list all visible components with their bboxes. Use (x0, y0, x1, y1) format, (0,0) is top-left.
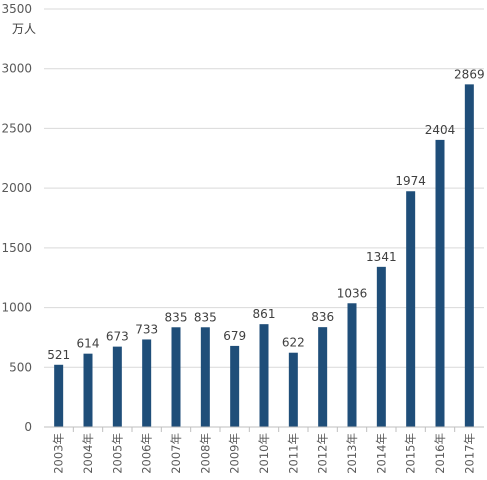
gridlines (44, 8, 484, 368)
bar (347, 303, 357, 427)
x-tick-label: 2014年 (374, 433, 388, 474)
x-tick-label: 2010年 (257, 433, 271, 474)
bar (318, 327, 328, 427)
bar (435, 139, 445, 427)
x-tick-label: 2013年 (345, 433, 359, 474)
data-label: 521 (47, 348, 70, 362)
data-label: 1036 (337, 286, 368, 300)
x-tick-label: 2004年 (81, 433, 95, 474)
y-tick-label: 3500 (1, 2, 32, 16)
y-tick-label: 2500 (1, 121, 32, 135)
bar (288, 352, 298, 427)
y-axis-ticks: 0 500 1000 1500 2000 2500 3000 3500 (1, 2, 32, 434)
y-tick-label: 2000 (1, 181, 32, 195)
y-tick-label: 1500 (1, 241, 32, 255)
data-label: 2869 (454, 67, 485, 81)
data-label: 679 (223, 329, 246, 343)
x-tick-label: 2011年 (286, 433, 300, 474)
x-axis-ticks: 2003年 2004年 2005年 2006年 2007年 2008年 2009年 2010年… (52, 427, 476, 474)
y-tick-label: 0 (24, 420, 32, 434)
bar (406, 191, 416, 427)
data-label: 836 (311, 310, 334, 324)
bar (171, 327, 181, 427)
x-tick-label: 2005年 (110, 433, 124, 474)
data-label: 733 (135, 322, 158, 336)
bars (54, 84, 474, 427)
data-label: 1341 (366, 250, 397, 264)
y-tick-label: 1000 (1, 301, 32, 315)
bar (54, 364, 64, 427)
x-tick-label: 2008年 (198, 433, 212, 474)
bar (200, 327, 210, 427)
bar (83, 353, 93, 427)
data-label: 1974 (395, 174, 426, 188)
x-tick-label: 2007年 (169, 433, 183, 474)
bar (376, 266, 386, 427)
x-tick-label: 2016年 (433, 433, 447, 474)
data-label: 2404 (425, 123, 456, 137)
x-tick-label: 2017年 (462, 433, 476, 474)
bar (259, 324, 269, 427)
x-tick-label: 2003年 (52, 433, 66, 474)
data-label: 673 (106, 330, 129, 344)
data-label: 835 (165, 310, 188, 324)
x-tick-label: 2009年 (228, 433, 242, 474)
data-label: 861 (253, 307, 276, 321)
y-tick-label: 500 (9, 360, 32, 374)
x-tick-label: 2006年 (140, 433, 154, 474)
bar (112, 346, 122, 427)
data-label: 835 (194, 310, 217, 324)
bar (464, 84, 474, 427)
data-label: 622 (282, 336, 305, 350)
y-tick-label: 3000 (1, 62, 32, 76)
bar (230, 345, 240, 427)
bar (142, 339, 152, 427)
x-tick-label: 2015年 (404, 433, 418, 474)
data-label: 614 (77, 337, 100, 351)
y-axis-unit-label: 万人 (12, 22, 36, 36)
x-tick-label: 2012年 (316, 433, 330, 474)
